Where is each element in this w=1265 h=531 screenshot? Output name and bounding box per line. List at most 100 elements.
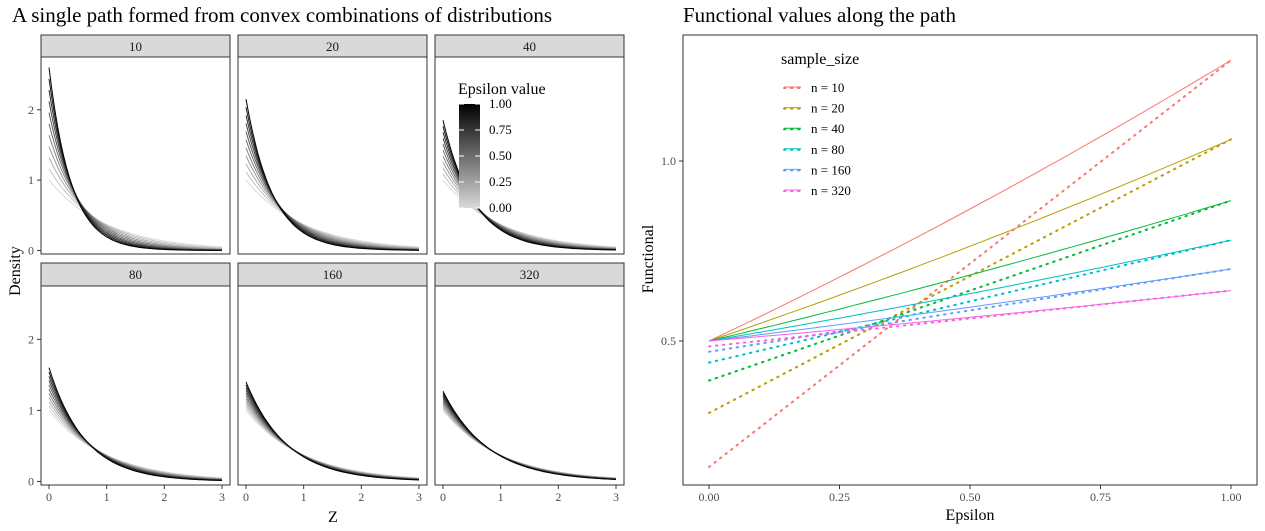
colorbar-tick-label: 0.25 xyxy=(489,174,512,189)
legend-label: n = 80 xyxy=(811,142,844,157)
sample-size-legend-title: sample_size xyxy=(781,51,859,68)
density-curve-eps-1 xyxy=(48,67,222,251)
dotted-line xyxy=(708,199,1232,382)
legend-label: n = 10 xyxy=(811,80,844,95)
facet-strip-label: 10 xyxy=(129,39,142,54)
series-n10 xyxy=(708,59,1232,468)
legend-entry: n = 10 xyxy=(783,80,844,95)
x-tick-label: 3 xyxy=(416,490,422,504)
colorbar-tick-label: 1.00 xyxy=(489,96,512,111)
solid-line xyxy=(708,290,1232,342)
legend-entry: n = 80 xyxy=(783,142,844,157)
density-curve-eps-1 xyxy=(442,390,617,480)
x-tick-label: 1 xyxy=(498,490,504,504)
epsilon-legend-title: Epsilon value xyxy=(458,81,546,98)
sample-size-legend-entries: n = 10 n = 20 n = 40 n = 80 n = 160 n = 320 xyxy=(783,80,851,198)
epsilon-legend: Epsilon value 1.00 0.75 0.50 0.25 0.00 xyxy=(458,81,546,215)
functional-axes: 0.00 0.25 0.50 0.75 1.00 0.5 1.0 xyxy=(661,154,1242,504)
colorbar-tick-label: 0.50 xyxy=(489,148,512,163)
series-n160 xyxy=(708,268,1232,353)
density-curve-eps-1 xyxy=(48,367,223,481)
facet-160: 160 0 1 2 3 xyxy=(237,262,428,504)
x-tick-label: 2 xyxy=(161,490,167,504)
dotted-line xyxy=(708,138,1232,414)
density-curve-eps-0 xyxy=(48,179,223,248)
series-n40 xyxy=(708,199,1232,382)
legend-label: n = 320 xyxy=(811,183,851,198)
functional-series xyxy=(708,59,1232,468)
x-tick-label: 1.00 xyxy=(1221,490,1242,504)
x-tick-label: 0.00 xyxy=(699,490,720,504)
facet-320: 320 0 1 2 3 xyxy=(434,262,625,504)
legend-entry: n = 40 xyxy=(783,121,844,136)
x-tick-label: 1 xyxy=(104,490,110,504)
x-tick-label: 1 xyxy=(301,490,307,504)
sample-size-legend: sample_size n = 10n = 20n = 40n = 80n = … xyxy=(781,51,859,198)
x-tick-label: 2 xyxy=(555,490,561,504)
solid-line xyxy=(708,268,1232,342)
y-tick-label: 0 xyxy=(28,474,34,488)
y-tick-label: 2 xyxy=(28,332,34,346)
facet-10: 10 0 1 2 xyxy=(28,34,231,257)
functional-y-axis-title: Functional xyxy=(640,224,657,293)
facet-panel xyxy=(40,285,231,486)
x-tick-label: 0.50 xyxy=(960,490,981,504)
density-curve-eps-1 xyxy=(245,381,420,481)
facet-panel xyxy=(237,285,428,486)
facet-80: 80 0 1 2 3 0 1 2 xyxy=(28,262,231,504)
legend-entry: n = 320 xyxy=(783,183,851,198)
functional-x-axis-title: Epsilon xyxy=(946,507,995,524)
solid-line xyxy=(708,138,1232,342)
y-tick-label: 1 xyxy=(28,173,34,187)
solid-line xyxy=(708,239,1232,342)
dotted-line xyxy=(708,268,1232,353)
functional-panel xyxy=(682,34,1258,486)
functional-chart-title: Functional values along the path xyxy=(683,3,956,27)
x-tick-label: 0.25 xyxy=(829,490,850,504)
facet-panel xyxy=(434,285,625,486)
series-n20 xyxy=(708,138,1232,414)
x-tick-label: 0 xyxy=(243,490,249,504)
density-curve-eps-0.2 xyxy=(245,163,420,249)
epsilon-colorbar xyxy=(459,104,480,208)
density-y-axis-title: Density xyxy=(7,246,24,296)
legend-label: n = 20 xyxy=(811,101,844,116)
facet-strip-label: 160 xyxy=(323,267,343,282)
legend-label: n = 40 xyxy=(811,121,844,136)
density-curve-eps-0.1 xyxy=(48,168,223,249)
x-tick-label: 0.75 xyxy=(1090,490,1111,504)
density-curve-eps-0.2 xyxy=(48,157,223,250)
series-n320 xyxy=(708,289,1232,348)
density-chart: A single path formed from convex combina… xyxy=(7,3,625,526)
x-tick-label: 3 xyxy=(219,490,225,504)
x-tick-label: 0 xyxy=(46,490,52,504)
density-curve-eps-0 xyxy=(245,179,420,248)
density-curve-eps-0.1 xyxy=(245,171,420,249)
facet-strip-label: 320 xyxy=(520,267,540,282)
solid-line xyxy=(708,59,1232,342)
facet-panel xyxy=(40,56,231,255)
x-tick-label: 0 xyxy=(440,490,446,504)
facet-20: 20 xyxy=(237,34,428,255)
facet-strip-label: 20 xyxy=(326,39,339,54)
y-tick-label: 1.0 xyxy=(661,154,676,168)
facet-strip-label: 80 xyxy=(129,267,142,282)
density-curve-eps-0.3 xyxy=(245,155,420,250)
facet-panel xyxy=(237,56,428,255)
density-curve-eps-1 xyxy=(245,99,419,251)
facet-strip-label: 40 xyxy=(523,39,536,54)
functional-chart: Functional values along the path 0.00 0.2… xyxy=(640,3,1258,524)
dotted-line xyxy=(708,239,1232,364)
y-tick-label: 2 xyxy=(28,103,34,117)
legend-entry: n = 160 xyxy=(783,162,851,177)
colorbar-tick-label: 0.75 xyxy=(489,122,512,137)
y-tick-label: 0.5 xyxy=(661,334,676,348)
colorbar-tick-label: 0.00 xyxy=(489,200,512,215)
solid-line xyxy=(708,200,1232,342)
legend-label: n = 160 xyxy=(811,162,851,177)
y-tick-label: 1 xyxy=(28,403,34,417)
x-tick-label: 3 xyxy=(613,490,619,504)
legend-entry: n = 20 xyxy=(783,101,844,116)
density-chart-title: A single path formed from convex combina… xyxy=(12,3,552,27)
